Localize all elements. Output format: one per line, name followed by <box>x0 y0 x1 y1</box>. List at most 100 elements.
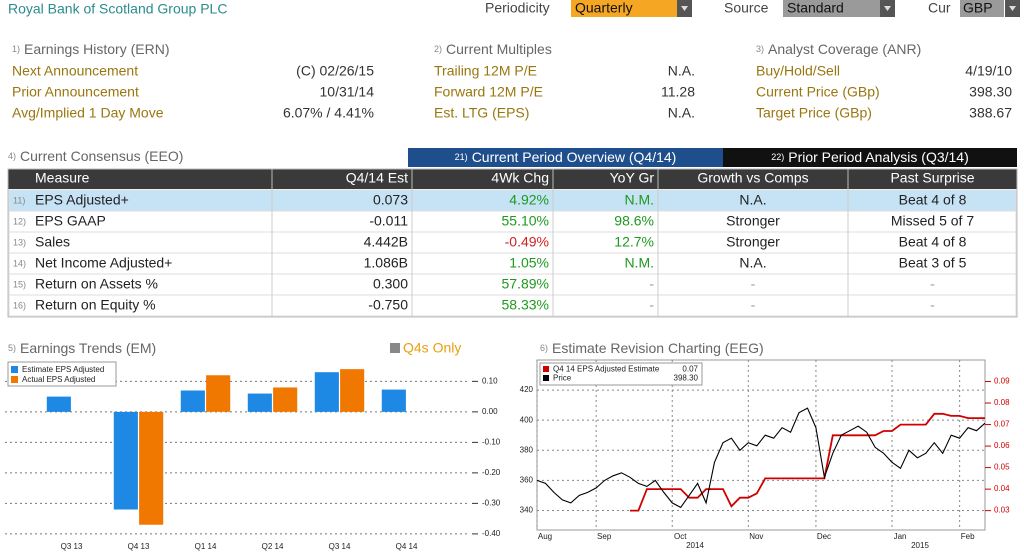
table-cell: N.A. <box>739 192 766 208</box>
legend-value: 0.07 <box>682 365 698 374</box>
section-title: Earnings History (ERN) <box>24 41 169 57</box>
tab-label[interactable]: 22) Prior Period Analysis (Q3/14) <box>771 149 969 165</box>
x-tick-label: Sep <box>597 532 612 541</box>
source-value[interactable]: Standard <box>787 0 844 16</box>
legend-swatch <box>11 376 18 383</box>
consensus-title[interactable]: 4) Current Consensus (EEO) <box>8 148 183 164</box>
periodicity-label: Periodicity <box>485 0 550 16</box>
tab[interactable] <box>408 148 723 167</box>
y2-tick-label: 0.08 <box>994 398 1010 407</box>
y-tick-label: -0.10 <box>482 437 501 446</box>
x-tick-label: Oct <box>674 532 687 541</box>
table-cell: N.M. <box>624 192 654 208</box>
y-tick-label: -0.40 <box>482 529 501 538</box>
toggle-label[interactable]: Q4s Only <box>403 340 461 356</box>
y2-tick-label: 0.03 <box>994 506 1010 515</box>
table-cell: 0.073 <box>373 192 408 208</box>
tab-number: 22) <box>771 152 784 162</box>
row-number: 15) <box>13 279 26 289</box>
panel-title[interactable]: 2) Current Multiples <box>434 41 552 57</box>
field-value: 6.07% / 4.41% <box>283 105 374 121</box>
x-tick-label: Feb <box>961 532 975 541</box>
chart-title[interactable]: 6) Estimate Revision Charting (EEG) <box>540 340 764 356</box>
legend-label: Actual EPS Adjusted <box>22 375 95 384</box>
y-tick-label: 0.10 <box>482 376 498 385</box>
x-tick-label: Aug <box>538 532 552 541</box>
table-cell: Missed 5 of 7 <box>891 213 974 229</box>
field-value: 388.67 <box>969 105 1012 121</box>
periodicity-dropdown[interactable] <box>571 0 677 17</box>
legend-label: Price <box>553 374 572 383</box>
row-number: 13) <box>13 237 26 247</box>
bar <box>139 411 164 525</box>
column-header: 4Wk Chg <box>491 170 549 186</box>
section-title: Analyst Coverage (ANR) <box>768 41 921 57</box>
series-line <box>536 407 986 509</box>
row-number: 12) <box>13 216 26 226</box>
field-value: N.A. <box>668 63 695 79</box>
section-number: 1) <box>12 44 20 54</box>
legend-swatch <box>543 366 549 372</box>
section-title: Earnings Trends (EM) <box>20 340 156 356</box>
legend-box <box>539 362 703 386</box>
y-tick-label: -0.20 <box>482 468 501 477</box>
table-cell: Sales <box>35 234 70 250</box>
column-header: Q4/14 Est <box>346 170 408 186</box>
table-cell: 4.92% <box>509 192 549 208</box>
legend-value: 398.30 <box>674 374 699 383</box>
y-tick-label: 0.00 <box>482 407 498 416</box>
section-title: Current Multiples <box>446 41 552 57</box>
table-cell: - <box>649 297 654 313</box>
y2-tick-label: 0.07 <box>994 420 1010 429</box>
bar <box>206 375 231 412</box>
field-value: 11.28 <box>661 84 695 100</box>
x-tick-label: Q2 14 <box>262 542 284 551</box>
column-header: Growth vs Comps <box>697 170 808 186</box>
y-tick-label: 420 <box>520 385 534 394</box>
panel-title[interactable]: 1) Earnings History (ERN) <box>12 41 170 57</box>
x-tick-label: Dec <box>817 532 831 541</box>
tab-text: Current Period Overview (Q4/14) <box>472 149 677 165</box>
table-cell: -0.750 <box>368 297 408 313</box>
table-cell: Beat 4 of 8 <box>899 192 967 208</box>
chart-title[interactable]: 5) Earnings Trends (EM) <box>8 340 156 356</box>
table-cell: EPS GAAP <box>35 213 106 229</box>
column-header: Measure <box>35 170 90 186</box>
table-cell: -0.49% <box>505 234 549 250</box>
table-cell: Beat 3 of 5 <box>899 255 967 271</box>
legend-swatch <box>543 375 549 381</box>
field-label: Est. LTG (EPS) <box>434 105 529 121</box>
field-value: 398.30 <box>969 84 1012 100</box>
x-tick-label: Q1 14 <box>195 542 217 551</box>
section-number: 5) <box>8 343 16 353</box>
year-label: 2014 <box>686 541 704 550</box>
bar <box>247 393 272 412</box>
field-value: 10/31/14 <box>320 84 375 100</box>
tab[interactable] <box>723 148 1017 167</box>
table-cell: 1.086B <box>364 255 408 271</box>
tab-label[interactable]: 21) Current Period Overview (Q4/14) <box>455 149 677 165</box>
table-row[interactable] <box>8 294 1017 317</box>
currency-label: Cur <box>928 0 951 16</box>
y-tick-label: -0.30 <box>482 498 501 507</box>
table-cell: 57.89% <box>502 276 549 292</box>
legend-swatch <box>11 366 18 373</box>
year-label: 2015 <box>911 541 929 550</box>
bar <box>314 372 339 412</box>
currency-value[interactable]: GBP <box>963 0 993 16</box>
toggle-box[interactable] <box>390 343 400 353</box>
currency-dropdown[interactable] <box>960 0 1004 17</box>
field-value: N.A. <box>668 105 695 121</box>
periodicity-value[interactable]: Quarterly <box>575 0 633 16</box>
table-cell: 55.10% <box>502 213 549 229</box>
panel-title[interactable]: 3) Analyst Coverage (ANR) <box>756 41 921 57</box>
table-cell: Stronger <box>726 213 780 229</box>
y-tick-label: 380 <box>520 445 534 454</box>
section-number: 3) <box>756 44 764 54</box>
bar <box>381 389 406 412</box>
table-cell: - <box>751 276 756 292</box>
source-dropdown[interactable] <box>783 0 880 17</box>
table-cell: 1.05% <box>509 255 549 271</box>
table-cell: 98.6% <box>614 213 654 229</box>
